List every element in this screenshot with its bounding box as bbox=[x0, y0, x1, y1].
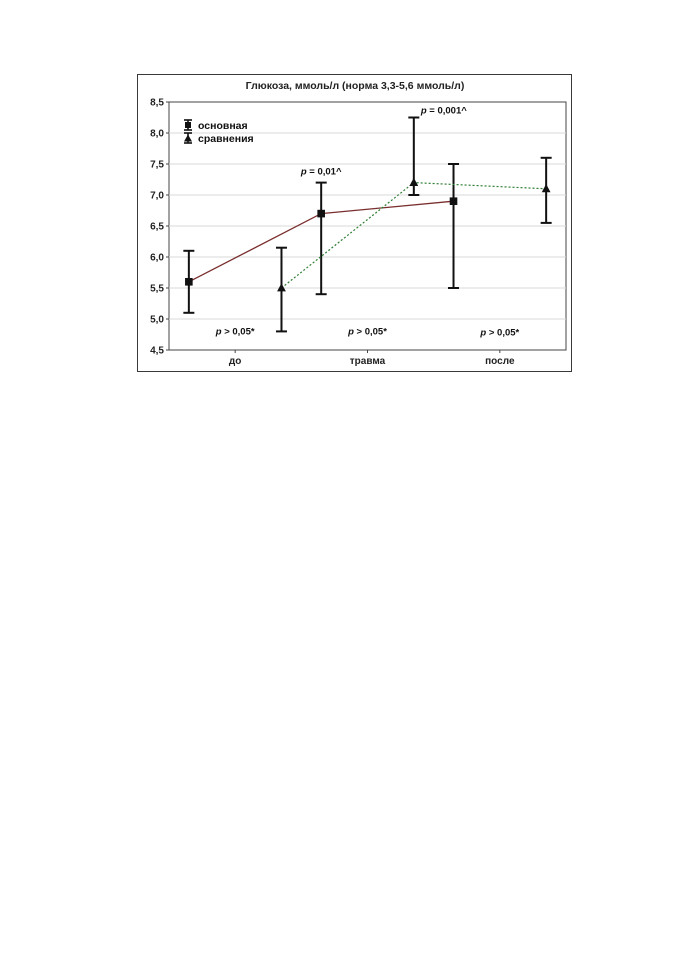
y-tick-label: 7,5 bbox=[150, 160, 164, 171]
data-point-square bbox=[185, 278, 193, 286]
p-symbol: p bbox=[215, 327, 222, 338]
data-point-triangle bbox=[409, 177, 419, 186]
p-value-text: > 0,05* bbox=[486, 328, 519, 339]
square-marker-icon bbox=[185, 122, 191, 128]
legend-label-main: основная bbox=[198, 120, 248, 132]
p-value-text: = 0,001^ bbox=[427, 106, 468, 117]
p-value-annotation: p > 0,05* bbox=[215, 327, 255, 338]
p-symbol: p bbox=[347, 327, 354, 338]
data-point-square bbox=[317, 209, 325, 218]
p-value-text: > 0,05* bbox=[222, 327, 255, 338]
p-value-annotation: p > 0,05* bbox=[347, 327, 387, 338]
data-point-triangle bbox=[541, 184, 551, 193]
x-tick-label: до bbox=[229, 356, 241, 367]
p-value-text: = 0,01^ bbox=[307, 167, 342, 178]
y-tick-label: 7,0 bbox=[150, 191, 164, 202]
triangle-marker-icon bbox=[184, 134, 192, 142]
glucose-chart: Глюкоза, ммоль/л (норма 3,3-5,6 ммоль/л)… bbox=[150, 80, 567, 367]
y-axis-ticks: 4,5 5,0 5,5 6,0 6,5 7,0 7,5 8,0 8,5 bbox=[150, 98, 169, 357]
legend-item-main: основная bbox=[184, 119, 248, 132]
p-symbol: p bbox=[479, 328, 486, 339]
data-point-square bbox=[449, 197, 458, 205]
y-tick-label: 5,5 bbox=[150, 284, 164, 295]
p-value-text: > 0,05* bbox=[354, 327, 387, 338]
p-value-annotation: p = 0,001^ bbox=[420, 106, 467, 117]
annotations: p > 0,05* p > 0,05* p > 0,05*p = 0,01^p = … bbox=[215, 106, 520, 339]
y-tick-label: 6,5 bbox=[150, 222, 164, 233]
x-tick-label: после bbox=[485, 356, 515, 367]
y-tick-label: 8,5 bbox=[150, 98, 164, 109]
legend-item-comparison: сравнения bbox=[184, 132, 254, 145]
y-tick-label: 4,5 bbox=[150, 346, 164, 357]
series-layer bbox=[183, 116, 552, 333]
data-point-triangle bbox=[277, 283, 286, 292]
p-symbol: p bbox=[300, 167, 307, 178]
grid-lines bbox=[169, 132, 566, 320]
legend: основная сравнения bbox=[184, 119, 254, 145]
y-tick-label: 6,0 bbox=[150, 253, 164, 264]
y-tick-label: 5,0 bbox=[150, 315, 164, 326]
x-axis-ticks: до травма после bbox=[229, 350, 515, 367]
chart-title: Глюкоза, ммоль/л (норма 3,3-5,6 ммоль/л) bbox=[246, 80, 465, 92]
legend-label-comparison: сравнения bbox=[198, 133, 254, 145]
chart-frame: Глюкоза, ммоль/л (норма 3,3-5,6 ммоль/л)… bbox=[137, 74, 572, 372]
p-value-annotation: p = 0,01^ bbox=[300, 167, 342, 178]
p-symbol: p bbox=[420, 106, 427, 117]
x-tick-label: травма bbox=[350, 356, 386, 367]
y-tick-label: 8,0 bbox=[150, 129, 164, 140]
series-comparison bbox=[275, 116, 552, 333]
p-value-annotation: p > 0,05* bbox=[479, 328, 519, 339]
